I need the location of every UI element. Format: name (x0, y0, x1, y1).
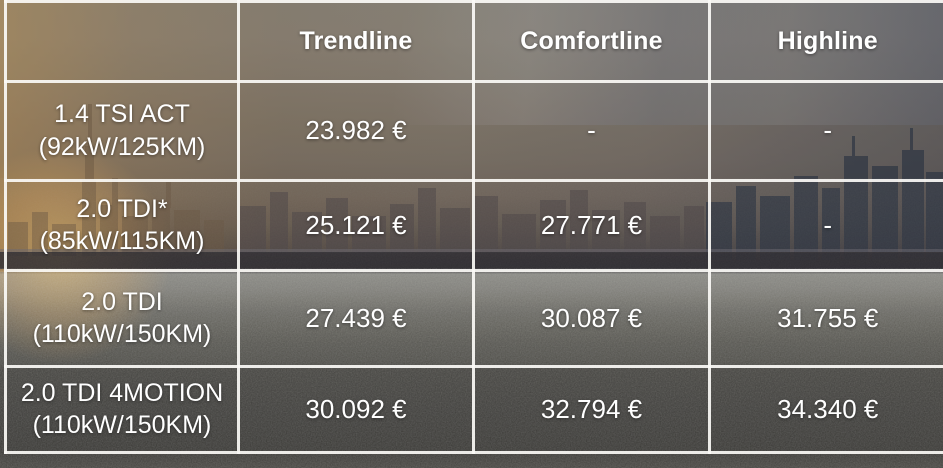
row4-trendline-price: 30.092 € (237, 364, 475, 455)
engine-spec: (110kW/150KM) (32, 411, 212, 440)
engine-name: 1.4 TSI ACT (54, 100, 190, 129)
engine-name: 2.0 TDI (81, 287, 163, 316)
row4-comfortline-price: 32.794 € (472, 364, 711, 455)
row4-highline-price: 34.340 € (708, 364, 943, 455)
row1-comfortline-price: - (472, 80, 711, 182)
header-trendline: Trendline (237, 0, 475, 84)
header-highline: Highline (708, 0, 943, 84)
row2-trendline-price: 25.121 € (237, 178, 475, 273)
row3-highline-price: 31.755 € (708, 269, 943, 368)
header-comfortline: Comfortline (472, 0, 711, 84)
header-row: Trendline Comfortline Highline (4, 0, 943, 84)
table-row: 2.0 TDI 4MOTION (110kW/150KM) 30.092 € 3… (4, 364, 943, 455)
row2-comfortline-price: 27.771 € (472, 178, 711, 273)
row1-highline-price: - (708, 80, 943, 182)
row1-label: 1.4 TSI ACT (92kW/125KM) (4, 80, 240, 182)
row4-label: 2.0 TDI 4MOTION (110kW/150KM) (4, 364, 240, 455)
row2-label: 2.0 TDI* (85kW/115KM) (4, 178, 240, 273)
row1-trendline-price: 23.982 € (237, 80, 475, 182)
table-row: 2.0 TDI* (85kW/115KM) 25.121 € 27.771 € … (4, 178, 943, 273)
row3-trendline-price: 27.439 € (237, 269, 475, 368)
row3-comfortline-price: 30.087 € (472, 269, 711, 368)
price-table: Trendline Comfortline Highline 1.4 TSI A… (4, 0, 943, 455)
engine-name: 2.0 TDI 4MOTION (20, 378, 224, 407)
row2-highline-price: - (708, 178, 943, 273)
row3-label: 2.0 TDI (110kW/150KM) (4, 269, 240, 368)
engine-spec: (92kW/125KM) (38, 132, 206, 161)
engine-spec: (85kW/115KM) (39, 227, 205, 256)
table-row: 1.4 TSI ACT (92kW/125KM) 23.982 € - - (4, 80, 943, 182)
engine-name: 2.0 TDI* (76, 194, 168, 223)
corner-cell (4, 0, 240, 84)
engine-spec: (110kW/150KM) (32, 320, 212, 349)
table-row: 2.0 TDI (110kW/150KM) 27.439 € 30.087 € … (4, 269, 943, 368)
